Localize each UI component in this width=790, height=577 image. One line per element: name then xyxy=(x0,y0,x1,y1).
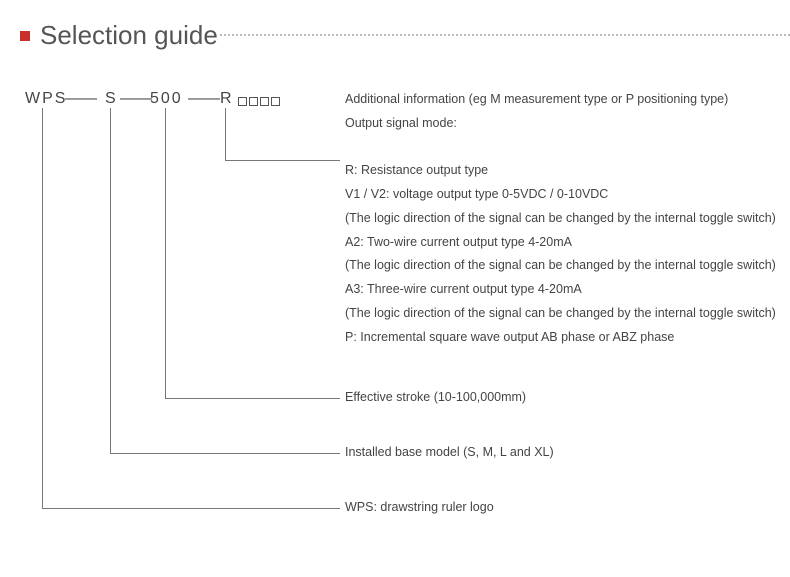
pn-dash3: —— xyxy=(188,90,220,108)
info-line: (The logic direction of the signal can b… xyxy=(345,254,776,278)
info-line: A2: Two-wire current output type 4-20mA xyxy=(345,231,776,255)
info-line xyxy=(345,136,776,160)
info-column: Additional information (eg M measurement… xyxy=(345,88,776,349)
info-line: A3: Three-wire current output type 4-20m… xyxy=(345,278,776,302)
accent-square xyxy=(20,31,30,41)
bracket-logo-h xyxy=(42,508,340,509)
pn-dash2: —— xyxy=(120,90,152,108)
info-line: R: Resistance output type xyxy=(345,159,776,183)
bracket-base-v xyxy=(110,108,111,453)
bracket-stroke-v xyxy=(165,108,166,398)
pn-seg1: WPS xyxy=(25,90,67,108)
bracket-base-h xyxy=(110,453,340,454)
pn-placeholder-boxes xyxy=(236,93,280,111)
info-line: V1 / V2: voltage output type 0-5VDC / 0-… xyxy=(345,183,776,207)
info-line: Additional information (eg M measurement… xyxy=(345,88,776,112)
title-dotted-rule xyxy=(220,34,790,36)
label-stroke: Effective stroke (10-100,000mm) xyxy=(345,390,526,404)
info-line: Output signal mode: xyxy=(345,112,776,136)
page-title: Selection guide xyxy=(40,20,218,51)
pn-dash1: —— xyxy=(65,90,97,108)
pn-seg3: 500 xyxy=(150,90,183,108)
info-line: P: Incremental square wave output AB pha… xyxy=(345,326,776,350)
bracket-logo-v xyxy=(42,108,43,508)
label-base: Installed base model (S, M, L and XL) xyxy=(345,445,554,459)
label-logo: WPS: drawstring ruler logo xyxy=(345,500,494,514)
bracket-r-h xyxy=(225,160,340,161)
pn-seg4: R xyxy=(220,90,234,108)
bracket-r-v xyxy=(225,108,226,160)
pn-seg2: S xyxy=(105,90,118,108)
info-line: (The logic direction of the signal can b… xyxy=(345,302,776,326)
info-line: (The logic direction of the signal can b… xyxy=(345,207,776,231)
bracket-stroke-h xyxy=(165,398,340,399)
